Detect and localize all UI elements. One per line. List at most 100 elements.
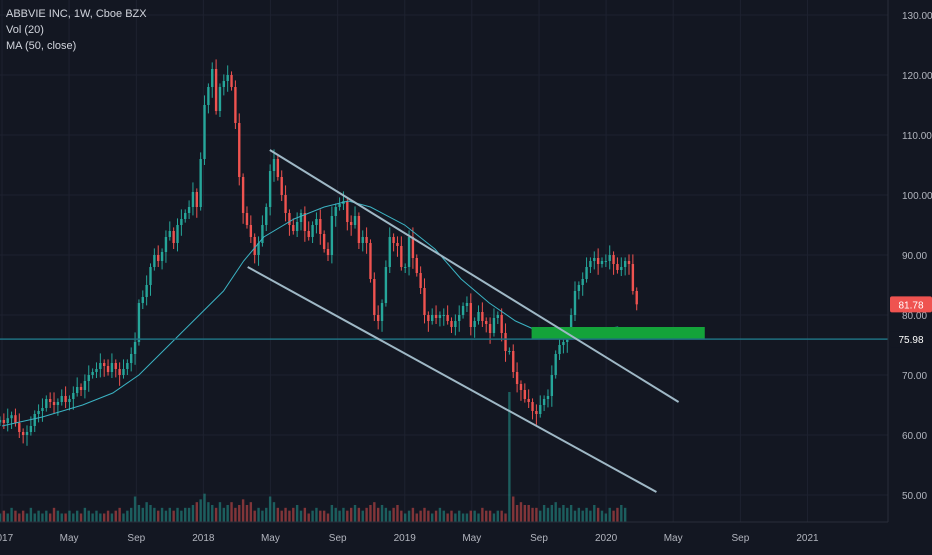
candle-body (438, 315, 442, 318)
volume-bar (288, 510, 291, 522)
candle-body (600, 261, 604, 264)
volume-bar (415, 513, 418, 522)
volume-bar (369, 505, 372, 522)
candle-body (369, 243, 372, 279)
volume-bar (48, 513, 52, 522)
legend-volume[interactable]: Vol (20) (6, 24, 44, 36)
candle-body (226, 75, 229, 81)
candle-body (110, 363, 114, 372)
candle-body (373, 279, 376, 315)
level-price-label: 75.98 (898, 335, 923, 346)
candle-body (322, 234, 326, 249)
volume-bar (14, 510, 17, 522)
candle-body (330, 216, 334, 255)
volume-bar (562, 505, 565, 522)
volume-bar (214, 507, 218, 522)
volume-bar (477, 513, 480, 522)
volume-bar (581, 510, 584, 522)
candle-body (288, 213, 291, 225)
x-tick-label: Sep (127, 533, 145, 544)
volume-bar (199, 499, 202, 522)
candle-body (137, 303, 141, 342)
candle-body (133, 342, 137, 354)
volume-bar (265, 507, 268, 522)
candle-body (268, 171, 272, 207)
volume-bar (137, 505, 141, 522)
volume-bar (249, 502, 253, 522)
volume-bar (527, 505, 530, 522)
grid-layer (0, 0, 888, 522)
volume-bar (596, 507, 600, 522)
candle-body (473, 321, 476, 327)
volume-bar (431, 513, 434, 522)
volume-bar (33, 513, 36, 522)
volume-bar (272, 502, 276, 522)
candle-body (562, 342, 565, 345)
volume-bar (211, 505, 214, 522)
candle-body (21, 432, 25, 435)
candle-body (519, 384, 523, 390)
volume-bar (380, 505, 384, 522)
volume-bar (450, 510, 453, 522)
legend-ma[interactable]: MA (50, close) (6, 40, 77, 52)
x-tick-label: Sep (732, 533, 750, 544)
volume-bar (411, 507, 415, 522)
candle-body (349, 222, 353, 225)
candle-body (191, 192, 195, 207)
candle-body (604, 261, 608, 262)
candle-body (477, 312, 480, 321)
candle-body (68, 399, 71, 402)
candle-body (465, 303, 469, 306)
candle-body (357, 216, 361, 243)
volume-bar (95, 510, 98, 522)
y-tick-label: 120.00 (902, 71, 932, 82)
candle-body (172, 231, 175, 243)
volume-bar (434, 510, 438, 522)
candle-body (623, 261, 627, 267)
volume-bar (461, 513, 465, 522)
volume-bar (222, 507, 226, 522)
volume-bar (469, 510, 472, 522)
candle-body (299, 213, 303, 222)
candle-body (234, 87, 237, 123)
candle-body (535, 411, 538, 414)
volume-bar (145, 502, 148, 522)
candle-body (45, 399, 48, 408)
candle-body (550, 375, 554, 396)
candle-body (114, 363, 117, 369)
candle-body (0, 420, 2, 423)
volume-bar (218, 502, 222, 522)
candle-body (407, 237, 411, 267)
volume-bar (268, 496, 272, 522)
candle-body (199, 159, 202, 207)
volume-bar (207, 502, 210, 522)
volume-bar (203, 493, 206, 522)
volume-bar (130, 507, 133, 522)
volume-bar (75, 510, 79, 522)
volume-bar (330, 505, 334, 522)
candle-body (164, 237, 168, 252)
candle-body (326, 249, 330, 255)
volume-bar (500, 510, 503, 522)
volume-layer (0, 392, 627, 522)
candle-body (569, 315, 573, 336)
candle-body (546, 396, 550, 399)
x-tick-label: 2019 (394, 533, 417, 544)
candle-body (214, 69, 218, 111)
volume-bar (623, 507, 627, 522)
candle-body (157, 255, 160, 261)
volume-bar (593, 505, 596, 522)
candle-body (168, 231, 171, 237)
candle-body (180, 219, 183, 225)
candle-body (56, 402, 60, 405)
candle-body (33, 414, 36, 426)
candle-body (18, 423, 21, 432)
candle-body (612, 255, 615, 264)
volume-bar (72, 513, 75, 522)
candle-body (620, 267, 623, 270)
volume-bar (365, 507, 368, 522)
candle-body (431, 315, 434, 321)
legend-symbol[interactable]: ABBVIE INC, 1W, Cboe BZX (6, 8, 147, 20)
candle-body (222, 81, 226, 87)
